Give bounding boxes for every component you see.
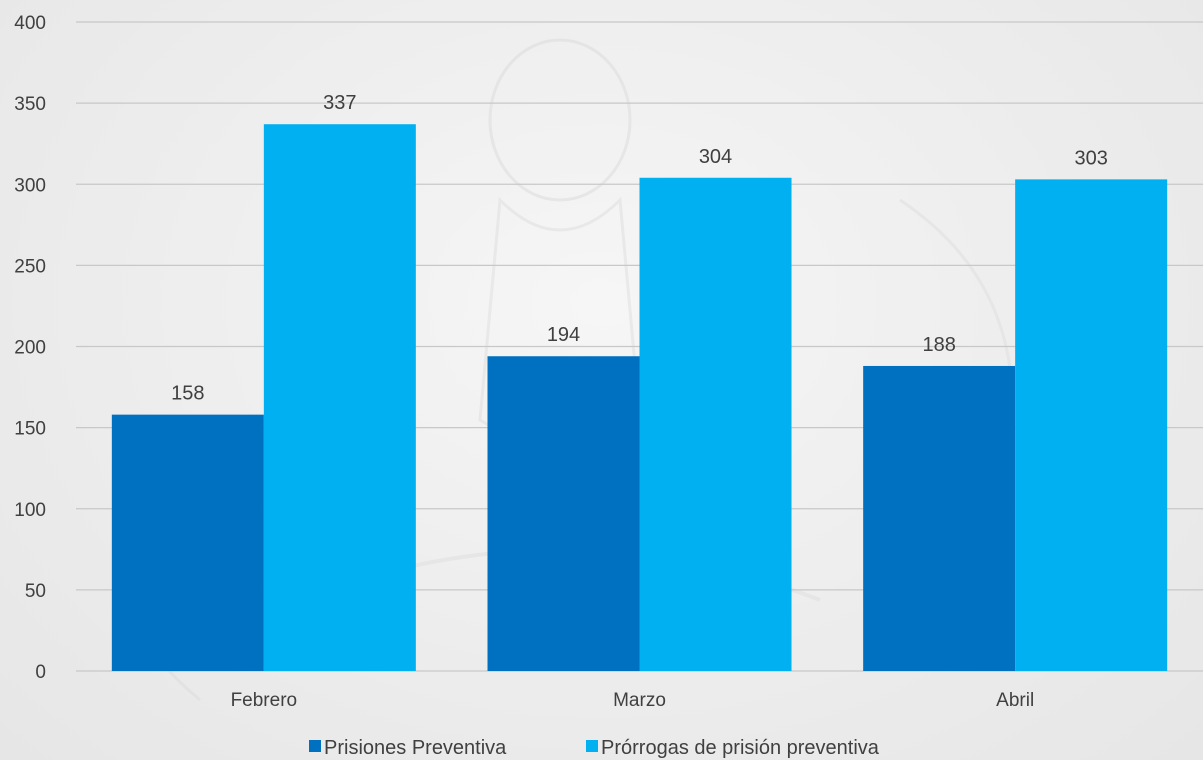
- data-label: 337: [323, 92, 356, 114]
- y-tick-label: 400: [14, 13, 46, 34]
- legend-swatch-2: [586, 740, 598, 752]
- y-tick-label: 250: [14, 256, 46, 277]
- bars: [111, 124, 1168, 671]
- y-tick-label: 100: [14, 500, 46, 521]
- category-label-febrero: Febrero: [231, 690, 298, 711]
- data-labels: 158 337 194 304 188 303: [171, 92, 1108, 404]
- y-tick-label: 200: [14, 338, 46, 359]
- y-tick-label: 350: [14, 94, 46, 115]
- y-tick-label: 0: [35, 662, 46, 683]
- bar-abril-series-2: [1015, 179, 1168, 671]
- y-tick-label: 150: [14, 419, 46, 440]
- data-label: 158: [171, 383, 204, 405]
- data-label: 303: [1074, 147, 1107, 169]
- legend: Prisiones Preventiva Prórrogas de prisión…: [309, 737, 880, 759]
- legend-swatch-1: [309, 740, 321, 752]
- y-tick-label: 50: [25, 581, 46, 602]
- y-axis-tick-labels: 0 50 100 150 200 250 300 350 400: [14, 13, 46, 683]
- x-axis-category-labels: Febrero Marzo Abril: [231, 690, 1035, 711]
- bar-febrero-series-1: [111, 414, 264, 671]
- bar-febrero-series-2: [263, 124, 416, 671]
- data-label: 194: [547, 324, 580, 346]
- bar-marzo-series-2: [639, 177, 792, 671]
- category-label-marzo: Marzo: [613, 690, 666, 711]
- data-label: 188: [922, 334, 955, 356]
- category-label-abril: Abril: [996, 690, 1034, 711]
- data-label: 304: [699, 146, 732, 168]
- y-tick-label: 300: [14, 175, 46, 196]
- legend-label-1: Prisiones Preventiva: [324, 737, 507, 759]
- bar-marzo-series-1: [487, 356, 640, 671]
- bar-abril-series-1: [863, 365, 1016, 671]
- legend-label-2: Prórrogas de prisión preventiva: [601, 737, 880, 759]
